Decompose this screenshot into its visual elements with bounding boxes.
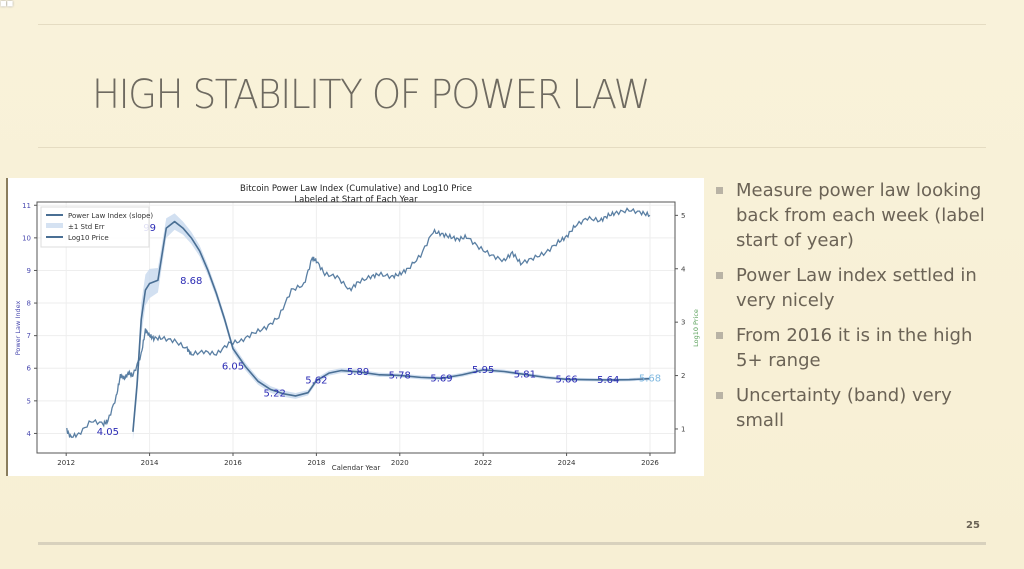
annotation-label: 5.22 <box>264 389 286 400</box>
bullet-text: Power Law index settled in very nicely <box>736 265 977 311</box>
bullet-item: Measure power law looking back from each… <box>716 178 996 253</box>
annotation-label: 5.66 <box>555 374 577 385</box>
bottom-divider <box>38 542 986 545</box>
chart-panel: Bitcoin Power Law Index (Cumulative) and… <box>6 178 704 476</box>
power-law-chart: Bitcoin Power Law Index (Cumulative) and… <box>14 184 700 472</box>
x-tick-label: 2018 <box>307 459 325 467</box>
chart-subtitle: Labeled at Start of Each Year <box>294 195 418 205</box>
annotation-label: 5.81 <box>514 369 536 380</box>
y-right-tick-label: 4 <box>681 265 686 273</box>
x-axis-ticks: 2012 2014 2016 2018 2020 2022 2024 2026 <box>57 453 659 467</box>
annotation-label: 4.05 <box>97 427 119 438</box>
series-lines <box>65 207 651 439</box>
bullet-square-icon <box>716 392 723 399</box>
y-axis-label: Power Law Index <box>14 301 22 356</box>
bullet-list: Measure power law looking back from each… <box>716 178 996 443</box>
corner-artifact: ■■ <box>0 0 14 10</box>
y-right-axis-label: Log10 Price <box>692 309 700 347</box>
y-tick-label: 8 <box>27 300 31 308</box>
legend-swatch-band <box>46 223 63 228</box>
annotation-labels: 4.05 99 8.68 6.05 5.22 5.62 5.89 5.78 5.69 5.95 5.… <box>97 223 661 438</box>
x-tick-label: 2020 <box>391 459 409 467</box>
annotation-label: 5.89 <box>347 367 369 378</box>
annotation-label: 5.69 <box>430 373 452 384</box>
log10-price-line <box>65 207 651 439</box>
slide-title: HIGH STABILITY OF POWER LAW <box>92 72 650 118</box>
plot-frame <box>36 201 676 454</box>
power-law-index-line <box>132 220 651 432</box>
x-tick-label: 2026 <box>641 459 659 467</box>
legend: Power Law Index (slope) ±1 Std Err Log10… <box>40 206 153 248</box>
x-tick-label: 2012 <box>57 459 75 467</box>
chart-title: Bitcoin Power Law Index (Cumulative) and… <box>240 184 472 194</box>
annotation-label: 99 <box>143 223 156 234</box>
legend-band-label: ±1 Std Err <box>68 223 105 231</box>
title-divider <box>38 147 986 148</box>
x-tick-label: 2022 <box>474 459 492 467</box>
bullet-text: Measure power law looking back from each… <box>736 180 985 251</box>
annotation-label: 5.78 <box>389 370 411 381</box>
y-tick-label: 4 <box>27 430 32 438</box>
bullet-square-icon <box>716 272 723 279</box>
std-err-band <box>132 213 650 440</box>
y-tick-label: 5 <box>27 397 31 405</box>
legend-index-label: Power Law Index (slope) <box>68 212 153 220</box>
annotation-label: 5.62 <box>305 376 327 387</box>
bullet-text: Uncertainty (band) very small <box>736 385 952 431</box>
bullet-item: From 2016 it is in the high 5+ range <box>716 323 996 373</box>
y-tick-label: 11 <box>22 202 31 210</box>
bullet-square-icon <box>716 187 723 194</box>
y-tick-label: 7 <box>27 332 31 340</box>
annotation-label: 5.68 <box>639 374 661 385</box>
top-divider <box>38 24 986 25</box>
y-right-tick-label: 2 <box>681 372 685 380</box>
legend-price-label: Log10 Price <box>68 234 109 242</box>
y-axis-ticks: 4 5 6 7 8 9 10 11 <box>22 202 37 438</box>
y-right-tick-label: 3 <box>681 319 685 327</box>
y-tick-label: 6 <box>27 365 32 373</box>
bullet-square-icon <box>716 332 723 339</box>
page-number: 25 <box>966 520 980 531</box>
bullet-item: Power Law index settled in very nicely <box>716 263 996 313</box>
annotation-label: 5.64 <box>597 375 619 386</box>
annotation-label: 6.05 <box>222 362 244 373</box>
bullet-text: From 2016 it is in the high 5+ range <box>736 325 973 371</box>
x-axis-label: Calendar Year <box>332 464 381 472</box>
annotation-label: 5.95 <box>472 365 494 376</box>
y-right-tick-label: 1 <box>681 425 685 433</box>
x-tick-label: 2014 <box>141 459 159 467</box>
y-right-tick-label: 5 <box>681 212 685 220</box>
x-tick-label: 2016 <box>224 459 242 467</box>
std-err-band-area <box>132 213 650 440</box>
y-tick-label: 9 <box>27 267 31 275</box>
x-tick-label: 2024 <box>558 459 576 467</box>
annotation-label: 8.68 <box>180 276 202 287</box>
bullet-item: Uncertainty (band) very small <box>716 383 996 433</box>
y-right-axis-ticks: 1 2 3 4 5 <box>675 212 686 433</box>
y-tick-label: 10 <box>22 234 31 242</box>
